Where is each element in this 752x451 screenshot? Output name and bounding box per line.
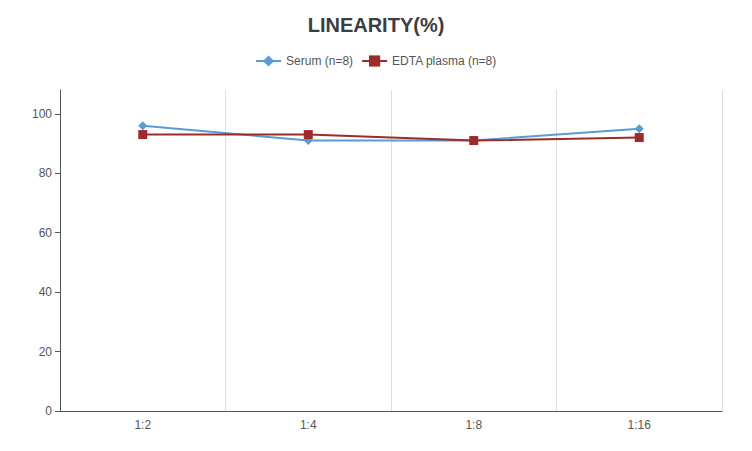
svg-text:60: 60 (39, 226, 53, 240)
svg-text:LINEARITY(%): LINEARITY(%) (308, 14, 445, 36)
svg-text:EDTA plasma (n=8): EDTA plasma (n=8) (392, 54, 496, 68)
svg-text:0: 0 (45, 404, 52, 418)
svg-text:1:8: 1:8 (465, 418, 482, 432)
svg-text:20: 20 (39, 345, 53, 359)
svg-text:Serum (n=8): Serum (n=8) (286, 54, 353, 68)
svg-text:1:16: 1:16 (628, 418, 652, 432)
svg-text:1:4: 1:4 (300, 418, 317, 432)
svg-text:40: 40 (39, 285, 53, 299)
svg-text:80: 80 (39, 166, 53, 180)
svg-text:1:2: 1:2 (134, 418, 151, 432)
svg-text:100: 100 (32, 107, 52, 121)
